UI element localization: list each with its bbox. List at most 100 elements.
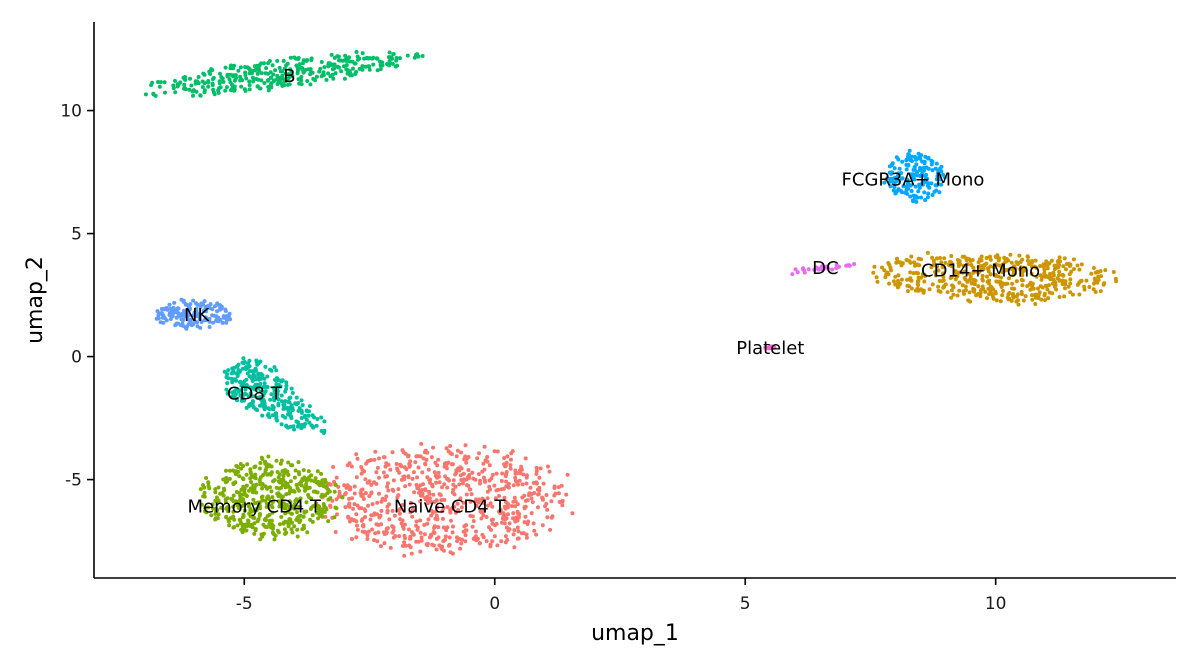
point	[957, 259, 962, 264]
point	[1091, 287, 1096, 292]
point	[911, 172, 916, 177]
point	[354, 512, 359, 517]
point	[213, 498, 218, 503]
point	[406, 454, 411, 459]
point	[506, 481, 511, 486]
point	[887, 262, 892, 267]
x-tick-label: -5	[236, 594, 253, 614]
point	[280, 399, 284, 404]
point	[431, 445, 436, 450]
point	[224, 85, 229, 90]
point	[333, 530, 338, 534]
point	[295, 516, 300, 520]
point	[980, 284, 985, 289]
cluster-label-cd8-t: CD8 T	[227, 384, 283, 405]
point	[1077, 267, 1082, 272]
point	[893, 274, 898, 279]
point	[938, 256, 943, 260]
point	[434, 509, 439, 514]
point	[1068, 277, 1073, 282]
point	[491, 517, 495, 522]
point	[239, 77, 244, 82]
point	[564, 492, 569, 497]
point	[155, 309, 160, 314]
point	[458, 546, 463, 551]
point	[335, 512, 339, 517]
point	[354, 452, 359, 457]
point	[352, 502, 357, 507]
point	[517, 515, 521, 520]
point	[463, 533, 468, 538]
point	[320, 73, 325, 77]
cluster-points-platelet	[763, 344, 777, 351]
point	[260, 389, 265, 394]
point	[364, 461, 369, 466]
point	[896, 284, 901, 289]
point	[1072, 267, 1076, 271]
point	[343, 57, 348, 62]
point	[203, 305, 208, 310]
point	[235, 398, 239, 403]
point	[367, 67, 372, 72]
point	[211, 87, 216, 92]
point	[402, 553, 407, 558]
point	[209, 513, 214, 518]
point	[274, 485, 279, 490]
point	[241, 522, 246, 527]
point	[173, 90, 178, 95]
point	[231, 504, 236, 509]
point	[386, 462, 391, 467]
point	[268, 472, 273, 477]
point	[403, 451, 408, 456]
point	[343, 505, 348, 510]
point	[939, 260, 944, 265]
point	[182, 308, 187, 313]
point	[168, 306, 173, 311]
point	[242, 528, 247, 533]
point	[284, 380, 289, 385]
point	[290, 406, 295, 410]
point	[985, 296, 989, 301]
point	[310, 513, 315, 518]
point	[1051, 273, 1056, 278]
x-tick-label: 5	[740, 594, 751, 614]
point	[934, 256, 939, 261]
point	[286, 460, 291, 465]
point	[261, 473, 266, 477]
point	[359, 493, 364, 498]
point	[994, 262, 999, 267]
point	[455, 448, 460, 453]
point	[923, 198, 928, 202]
point	[504, 484, 509, 489]
point	[1062, 294, 1067, 299]
point	[374, 522, 379, 527]
point	[418, 454, 423, 459]
point	[897, 166, 902, 171]
point	[1005, 281, 1010, 286]
point	[377, 475, 381, 480]
point	[425, 501, 430, 506]
point	[537, 475, 542, 480]
point	[286, 399, 291, 404]
point	[219, 505, 224, 510]
point	[919, 195, 924, 200]
point	[453, 510, 458, 515]
point	[279, 422, 284, 427]
point	[171, 305, 176, 310]
point	[384, 494, 389, 499]
point	[251, 497, 256, 502]
point	[292, 506, 297, 511]
point	[341, 64, 346, 69]
point	[334, 506, 339, 511]
point	[258, 461, 263, 465]
point	[911, 167, 916, 172]
point	[517, 478, 522, 483]
point	[244, 405, 249, 410]
point	[443, 537, 447, 542]
point	[211, 75, 216, 80]
point	[1071, 257, 1076, 262]
point	[408, 510, 413, 515]
point	[474, 497, 479, 502]
point	[545, 515, 550, 520]
point	[481, 461, 486, 466]
